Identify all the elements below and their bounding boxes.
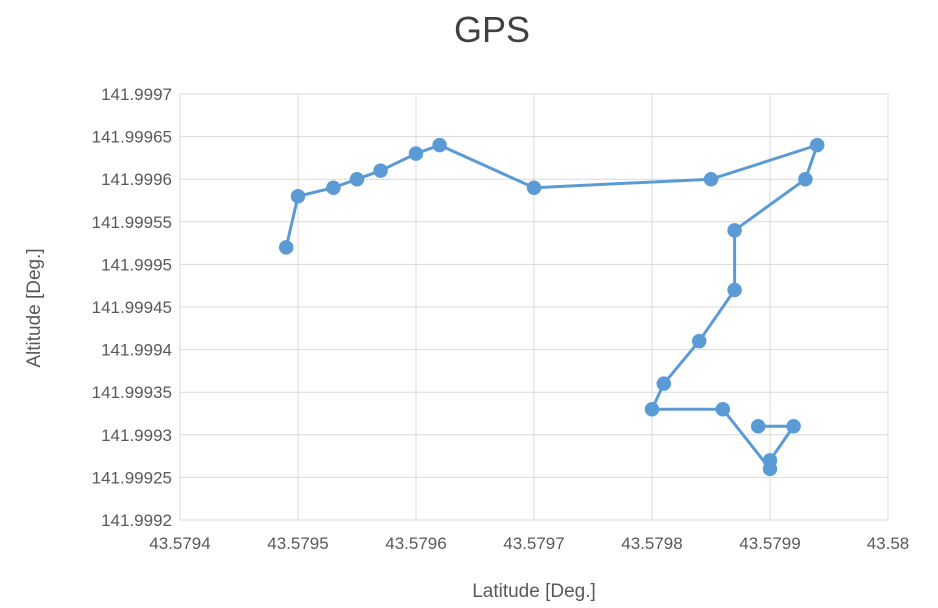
y-tick-label: 141.9993 — [101, 426, 172, 445]
chart-title: GPS — [454, 9, 530, 50]
data-point — [408, 146, 424, 161]
data-point — [644, 401, 660, 417]
x-tick-label: 43.58 — [867, 534, 910, 553]
data-point — [278, 240, 294, 255]
x-axis-label: Latitude [Deg.] — [472, 581, 596, 602]
x-tick-label: 43.5797 — [503, 534, 564, 553]
y-tick-label: 141.99955 — [92, 213, 172, 232]
x-tick-label: 43.5794 — [149, 534, 210, 553]
x-axis-ticks: 43.5794 43.5795 43.5796 43.5797 43.5798 43.57… — [149, 534, 909, 553]
data-point — [798, 171, 813, 187]
y-tick-label: 141.9994 — [101, 341, 172, 360]
y-axis-label: Altitude [Deg.] — [24, 248, 45, 367]
data-point — [703, 171, 719, 187]
data-point — [526, 180, 542, 195]
y-tick-label: 141.99925 — [92, 468, 172, 487]
series-gps — [278, 137, 825, 477]
data-point — [691, 333, 707, 349]
data-point — [326, 180, 341, 195]
y-axis-ticks: 141.9992 141.99925 141.9993 141.99935 141.99… — [92, 85, 172, 530]
data-point — [656, 376, 672, 391]
y-tick-label: 141.9996 — [101, 170, 172, 189]
data-point — [290, 188, 306, 204]
y-tick-label: 141.9995 — [101, 255, 172, 274]
y-tick-label: 141.99965 — [92, 128, 172, 147]
data-point — [750, 419, 766, 434]
x-tick-label: 43.5795 — [267, 534, 328, 553]
plot-area — [179, 93, 889, 521]
y-tick-label: 141.99935 — [92, 383, 172, 402]
data-point — [373, 163, 388, 178]
data-point — [432, 137, 447, 153]
data-point — [727, 223, 742, 238]
data-point — [715, 401, 731, 417]
data-point — [786, 419, 801, 434]
x-tick-label: 43.5796 — [385, 534, 446, 553]
x-tick-label: 43.5799 — [739, 534, 800, 553]
data-point — [349, 171, 365, 187]
data-point — [762, 453, 778, 468]
y-tick-label: 141.9992 — [101, 511, 172, 530]
y-tick-label: 141.99945 — [92, 298, 172, 317]
data-point — [809, 137, 825, 153]
x-tick-label: 43.5798 — [621, 534, 682, 553]
y-tick-label: 141.9997 — [101, 85, 172, 104]
data-point — [727, 282, 742, 298]
